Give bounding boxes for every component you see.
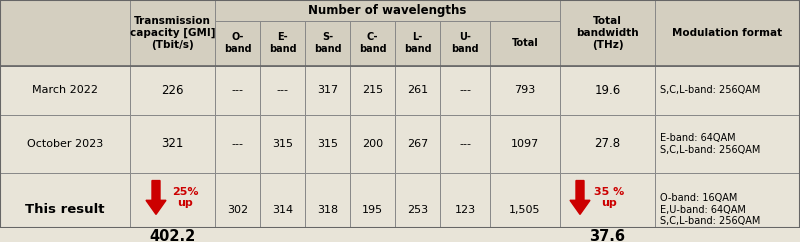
Text: U-
band: U- band (451, 32, 479, 54)
Text: C-
band: C- band (358, 32, 386, 54)
Text: 314: 314 (272, 205, 293, 215)
Bar (655, 0, 800, 66)
Bar (490, 115, 560, 173)
Text: ---: --- (231, 85, 243, 95)
Text: 315: 315 (317, 139, 338, 149)
Text: Total: Total (512, 38, 538, 48)
Bar (130, 66, 215, 115)
Text: 25%
up: 25% up (172, 187, 198, 208)
Bar (560, 115, 655, 173)
Text: Transmission
capacity [GMI]
(Tbit/s): Transmission capacity [GMI] (Tbit/s) (130, 16, 215, 50)
Bar (350, 21, 395, 66)
Text: ---: --- (231, 139, 243, 149)
Text: ---: --- (277, 85, 289, 95)
Bar (440, 21, 490, 66)
Bar (560, 66, 655, 115)
Bar (305, 173, 350, 242)
Text: 195: 195 (362, 205, 383, 215)
Text: 123: 123 (454, 205, 475, 215)
Text: 793: 793 (514, 85, 536, 95)
Text: 226: 226 (162, 84, 184, 97)
Text: 35 %
up: 35 % up (594, 187, 624, 208)
Bar (260, 66, 305, 115)
Bar (260, 21, 305, 66)
Text: 321: 321 (162, 137, 184, 150)
Bar (560, 173, 655, 242)
Bar (0, 66, 130, 115)
Text: 1097: 1097 (511, 139, 539, 149)
Polygon shape (146, 181, 166, 214)
Bar (215, 21, 260, 66)
Bar (305, 66, 350, 115)
Bar (490, 173, 560, 242)
Text: 315: 315 (272, 139, 293, 149)
Bar (655, 115, 800, 173)
Text: 302: 302 (227, 205, 248, 215)
Bar (305, 115, 350, 173)
Bar (260, 173, 305, 242)
Bar (350, 173, 395, 242)
Bar (215, 0, 560, 21)
Text: 253: 253 (407, 205, 428, 215)
Bar (130, 0, 215, 66)
Text: Number of wavelengths: Number of wavelengths (308, 4, 466, 17)
Bar (395, 66, 440, 115)
Text: 318: 318 (317, 205, 338, 215)
Bar (395, 21, 440, 66)
Bar (215, 66, 260, 115)
Text: 37.6: 37.6 (590, 228, 626, 242)
Bar (395, 115, 440, 173)
Text: 402.2: 402.2 (150, 228, 196, 242)
Bar (0, 173, 130, 242)
Text: O-band: 16QAM
E,U-band: 64QAM
S,C,L-band: 256QAM: O-band: 16QAM E,U-band: 64QAM S,C,L-band… (660, 193, 760, 226)
Bar (215, 115, 260, 173)
Text: 1,505: 1,505 (510, 205, 541, 215)
Text: O-
band: O- band (224, 32, 251, 54)
Bar (560, 0, 655, 66)
Bar (395, 173, 440, 242)
Text: ---: --- (459, 139, 471, 149)
Bar (130, 173, 215, 242)
Bar (215, 173, 260, 242)
Bar (440, 173, 490, 242)
Bar (440, 115, 490, 173)
Text: L-
band: L- band (404, 32, 431, 54)
Text: 261: 261 (407, 85, 428, 95)
Text: 317: 317 (317, 85, 338, 95)
Bar (440, 66, 490, 115)
Polygon shape (570, 181, 590, 214)
Bar (260, 115, 305, 173)
Text: Modulation format: Modulation format (673, 28, 782, 38)
Bar (655, 173, 800, 242)
Text: Total
bandwidth
(THz): Total bandwidth (THz) (576, 16, 639, 50)
Text: E-
band: E- band (269, 32, 296, 54)
Text: March 2022: March 2022 (32, 85, 98, 95)
Text: ---: --- (459, 85, 471, 95)
Text: S-
band: S- band (314, 32, 342, 54)
Bar (490, 21, 560, 66)
Text: S,C,L-band: 256QAM: S,C,L-band: 256QAM (660, 85, 760, 95)
Bar (0, 0, 130, 66)
Text: E-band: 64QAM
S,C,L-band: 256QAM: E-band: 64QAM S,C,L-band: 256QAM (660, 133, 760, 155)
Text: 267: 267 (407, 139, 428, 149)
Bar (305, 21, 350, 66)
Bar (0, 115, 130, 173)
Bar (490, 66, 560, 115)
Text: October 2023: October 2023 (27, 139, 103, 149)
Text: 19.6: 19.6 (594, 84, 621, 97)
Text: 215: 215 (362, 85, 383, 95)
Text: 27.8: 27.8 (594, 137, 621, 150)
Bar (350, 66, 395, 115)
Bar (655, 66, 800, 115)
Bar (130, 115, 215, 173)
Text: This result: This result (26, 203, 105, 216)
Text: 200: 200 (362, 139, 383, 149)
Bar (350, 115, 395, 173)
